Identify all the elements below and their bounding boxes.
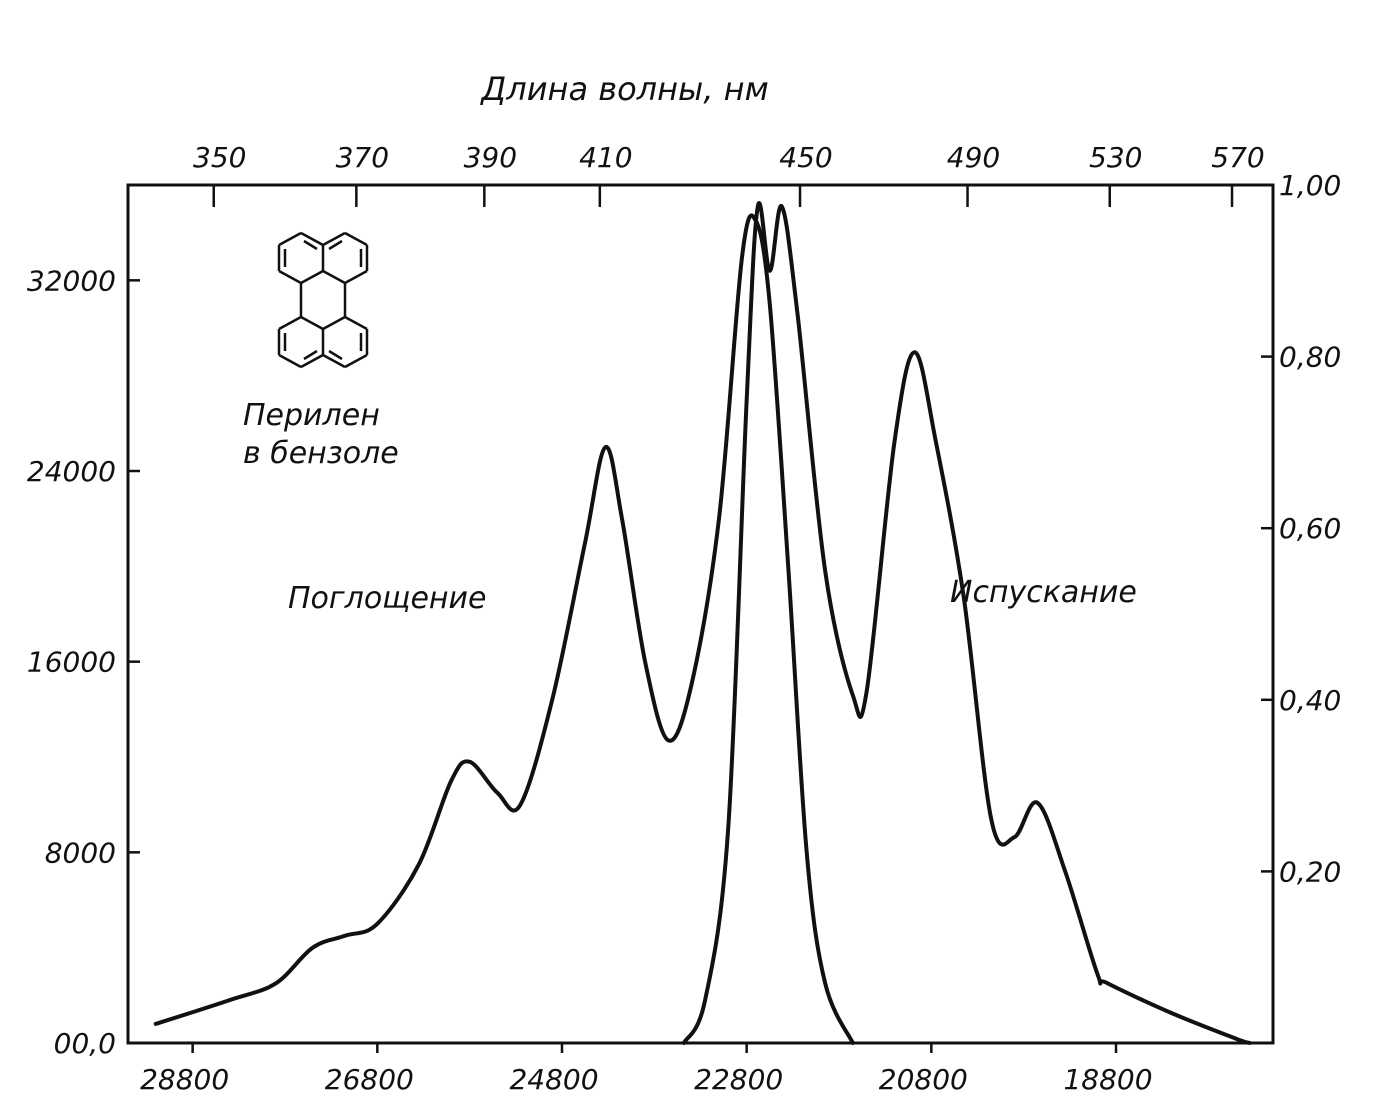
left-axis-ticks: 00,0 8000 16000 24000 32000 (27, 264, 140, 1060)
emission-annotation: Испускание (950, 575, 1137, 610)
right-axis-ticks: 0,20 0,40 0,60 0,80 1,00 (1261, 169, 1341, 888)
top-axis-ticks: 350 370 390 410 450 490 530 570 (193, 141, 1265, 207)
compound-name-line1: Перилен (243, 398, 380, 433)
top-tick-label: 490 (947, 141, 1000, 174)
left-tick-label: 8000 (45, 836, 116, 869)
top-tick-label: 370 (336, 141, 389, 174)
plot-frame (126, 183, 1275, 1045)
right-tick-label: 0,20 (1279, 855, 1341, 888)
bottom-tick-label: 28800 (140, 1063, 229, 1096)
left-tick-label: 00,0 (54, 1027, 116, 1060)
right-tick-label: 0,80 (1279, 341, 1341, 374)
left-tick-label: 24000 (27, 455, 116, 488)
series-layer (153, 201, 1252, 1045)
top-tick-label: 530 (1089, 141, 1142, 174)
absorption-curve (153, 213, 855, 1045)
right-tick-label: 1,00 (1279, 169, 1341, 202)
bottom-tick-label: 26800 (325, 1063, 414, 1096)
bottom-axis-ticks: 28800 26800 24800 22800 20800 18800 (140, 1043, 1153, 1096)
bottom-tick-label: 24800 (509, 1063, 598, 1096)
right-tick-label: 0,60 (1279, 512, 1341, 545)
right-tick-label: 0,40 (1279, 684, 1341, 717)
emission-curve (681, 201, 1252, 1045)
compound-name-line2: в бензоле (243, 436, 399, 471)
top-tick-label: 350 (193, 141, 246, 174)
perylene-structure-icon (277, 231, 369, 369)
bottom-tick-label: 18800 (1063, 1063, 1152, 1096)
left-tick-label: 16000 (27, 646, 116, 679)
bottom-tick-label: 22800 (694, 1063, 783, 1096)
top-tick-label: 450 (779, 141, 832, 174)
top-tick-label: 410 (579, 141, 632, 174)
top-tick-label: 390 (464, 141, 517, 174)
absorption-annotation: Поглощение (288, 581, 487, 616)
left-tick-label: 32000 (27, 264, 116, 297)
top-axis-title: Длина волны, нм (479, 70, 768, 108)
bottom-tick-label: 20800 (879, 1063, 968, 1096)
top-tick-label: 570 (1211, 141, 1264, 174)
